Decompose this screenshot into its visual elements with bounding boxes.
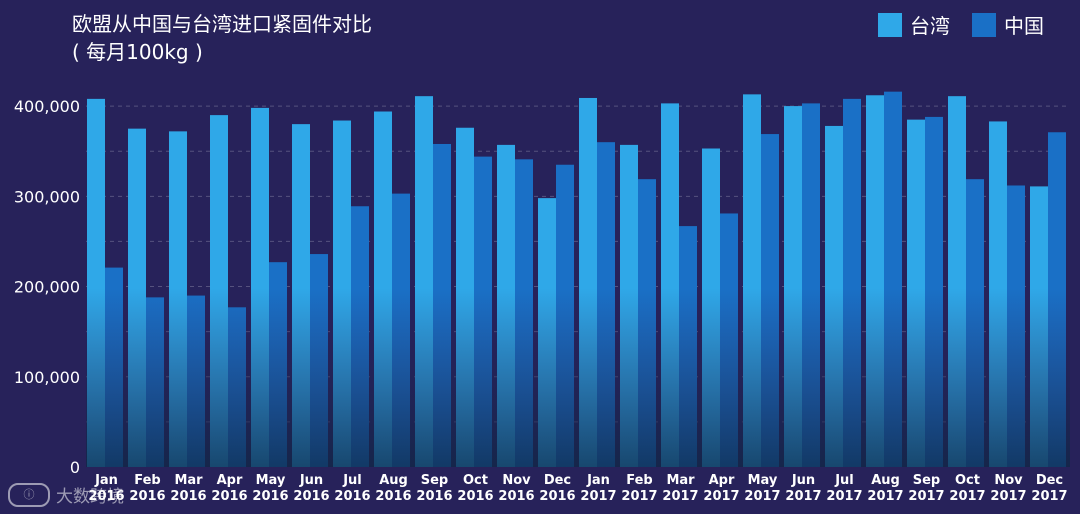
x-tick-label-month: Dec xyxy=(544,473,571,488)
x-tick-label-month: Oct xyxy=(955,473,980,488)
x-tick-label-year: 2017 xyxy=(990,489,1026,504)
x-tick-label-year: 2016 xyxy=(334,489,370,504)
watermark: ⓘ 大数跨境 xyxy=(8,482,124,507)
x-tick-label-year: 2016 xyxy=(88,489,124,504)
y-tick-label: 100,000 xyxy=(14,368,80,387)
x-tick-label-month: Aug xyxy=(871,473,900,488)
x-tick-label-year: 2016 xyxy=(129,489,165,504)
x-tick-label-year: 2017 xyxy=(744,489,780,504)
x-tick-label-month: May xyxy=(748,473,778,488)
x-tick-label-year: 2017 xyxy=(867,489,903,504)
x-tick-label-year: 2017 xyxy=(1031,489,1067,504)
y-tick-label: 0 xyxy=(70,458,80,477)
x-tick-label-year: 2016 xyxy=(293,489,329,504)
x-tick-label-month: Jul xyxy=(342,473,362,488)
x-tick-label-year: 2017 xyxy=(826,489,862,504)
y-tick-label: 400,000 xyxy=(14,97,80,116)
x-tick-label-year: 2016 xyxy=(211,489,247,504)
x-tick-label-year: 2016 xyxy=(498,489,534,504)
x-tick-label-month: Apr xyxy=(709,473,735,488)
x-tick-label-month: Nov xyxy=(502,473,531,488)
x-tick-label-month: Sep xyxy=(421,473,449,488)
x-tick-label-year: 2017 xyxy=(703,489,739,504)
x-tick-label-month: Jun xyxy=(299,473,323,488)
x-tick-label-year: 2017 xyxy=(949,489,985,504)
x-tick-label-year: 2016 xyxy=(416,489,452,504)
x-tick-label-year: 2017 xyxy=(580,489,616,504)
y-tick-label: 200,000 xyxy=(14,278,80,297)
x-tick-label-month: Feb xyxy=(626,473,652,488)
x-tick-label-year: 2016 xyxy=(375,489,411,504)
x-tick-label-month: Oct xyxy=(463,473,488,488)
x-tick-label-year: 2017 xyxy=(662,489,698,504)
y-tick-label: 300,000 xyxy=(14,187,80,206)
x-tick-label-month: Mar xyxy=(666,473,695,488)
x-tick-label-year: 2017 xyxy=(908,489,944,504)
chart-subtitle: ( 每月100kg ) xyxy=(72,40,203,64)
x-tick-label-month: May xyxy=(256,473,286,488)
x-tick-label-month: Apr xyxy=(217,473,243,488)
x-tick-label-month: Mar xyxy=(174,473,203,488)
x-tick-label-month: Dec xyxy=(1036,473,1063,488)
watermark-text: 大数跨境 xyxy=(56,487,124,507)
x-tick-label-year: 2017 xyxy=(621,489,657,504)
chart-title: 欧盟从中国与台湾进口紧固件对比 xyxy=(72,12,372,36)
x-tick-label-month: Nov xyxy=(994,473,1023,488)
bar-fade-overlay xyxy=(86,70,1070,467)
legend-label-china: 中国 xyxy=(1004,14,1044,38)
x-tick-label-month: Sep xyxy=(913,473,941,488)
x-tick-label-month: Jul xyxy=(834,473,854,488)
x-tick-label-month: Feb xyxy=(134,473,160,488)
legend-item-china: 中国 xyxy=(972,10,1044,39)
x-tick-label-year: 2016 xyxy=(170,489,206,504)
legend-label-taiwan: 台湾 xyxy=(910,14,950,38)
x-tick-label-month: Aug xyxy=(379,473,408,488)
legend-swatch-taiwan xyxy=(878,12,902,37)
watermark-logo-icon: ⓘ xyxy=(8,482,50,507)
x-tick-label-month: Jan xyxy=(586,473,610,488)
legend-swatch-china xyxy=(972,12,996,37)
legend: 台湾 中国 xyxy=(878,10,1044,39)
x-tick-label-year: 2016 xyxy=(252,489,288,504)
x-tick-label-month: Jun xyxy=(791,473,815,488)
legend-item-taiwan: 台湾 xyxy=(878,10,950,39)
x-tick-label-year: 2016 xyxy=(457,489,493,504)
x-tick-label-year: 2017 xyxy=(785,489,821,504)
x-tick-label-month: Jan xyxy=(94,473,118,488)
x-tick-label-year: 2016 xyxy=(539,489,575,504)
